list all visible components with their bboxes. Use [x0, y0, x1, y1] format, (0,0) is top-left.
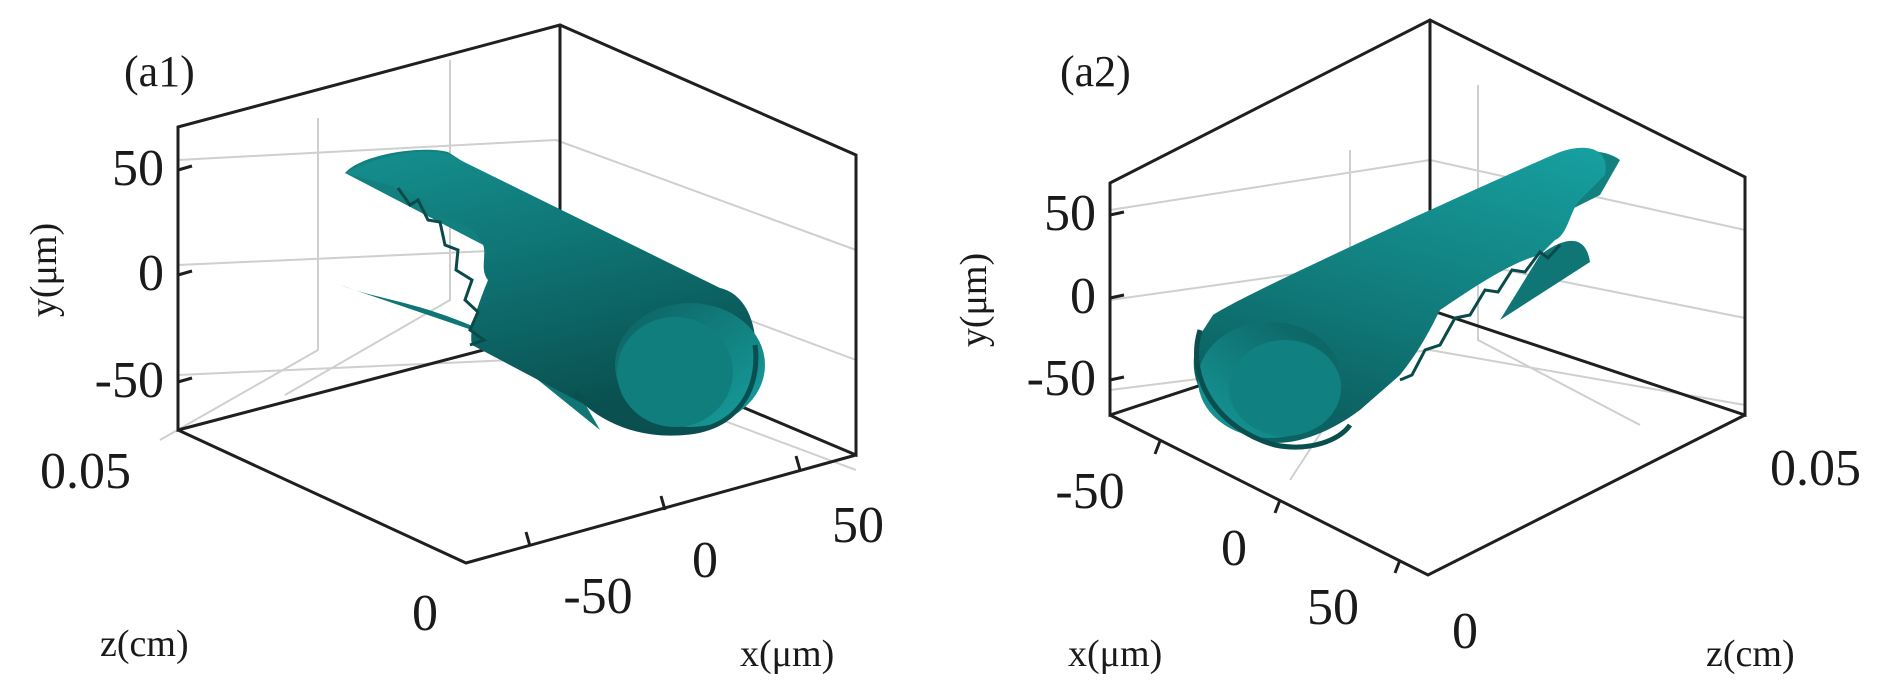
- x-tick-label: 0: [1221, 520, 1247, 577]
- x-tick-label: -50: [563, 568, 632, 625]
- x-tick-label: 50: [1307, 579, 1359, 636]
- x-tick-label: -50: [1055, 463, 1124, 520]
- z-ticks-a1: 0.05 0: [40, 443, 438, 642]
- y-ticks-a2: 50 0 -50: [1027, 185, 1125, 407]
- z-axis-label-a1: z(cm): [100, 623, 189, 665]
- panel-label-a2: (a2): [1060, 47, 1131, 96]
- z-ticks-a2: 0.05 0: [1452, 440, 1861, 660]
- y-tick-label: -50: [1027, 350, 1096, 407]
- z-tick-label: 0.05: [1770, 440, 1861, 497]
- tube-surface-a2: [1193, 147, 1620, 450]
- x-axis-label-a1: x(μm): [740, 633, 834, 675]
- y-tick-label: 50: [1044, 185, 1096, 242]
- z-tick-label: 0.05: [40, 443, 131, 500]
- y-axis-label-a2: y(μm): [953, 253, 995, 347]
- grid-lines-a1: [159, 60, 857, 471]
- y-tick-label: 0: [1070, 268, 1096, 325]
- x-tick-label: 50: [832, 497, 884, 554]
- z-tick-label: 0: [412, 585, 438, 642]
- z-tick-label: 0: [1452, 603, 1478, 660]
- x-ticks-a1: -50 0 50: [524, 455, 884, 625]
- y-tick-label: 50: [112, 140, 164, 197]
- y-axis-label-a1: y(μm): [23, 223, 65, 317]
- x-axis-label-a2: x(μm): [1068, 633, 1162, 675]
- panel-a1: (a1) 50 0 -50 y(μm) 0.05 0 z(cm) -50 0 5…: [23, 23, 884, 675]
- y-tick-label: 0: [138, 245, 164, 302]
- x-ticks-a2: -50 0 50: [1055, 440, 1402, 636]
- panel-a2: (a2) 50 0 -50 y(μm) -50 0 50 x(μm) 0.05 …: [953, 18, 1861, 675]
- y-ticks-a1: 50 0 -50: [95, 140, 193, 409]
- x-tick-label: 0: [692, 532, 718, 589]
- tube-surface-a1: [340, 149, 765, 436]
- y-tick-label: -50: [95, 352, 164, 409]
- panel-label-a1: (a1): [124, 47, 195, 96]
- z-axis-label-a2: z(cm): [1706, 633, 1795, 675]
